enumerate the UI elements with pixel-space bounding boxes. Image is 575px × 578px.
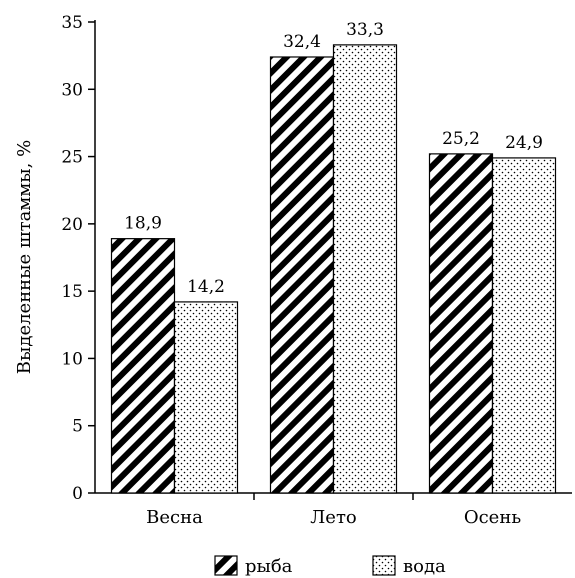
legend-swatch-voda — [372, 555, 396, 576]
value-labels: 18,9 14,2 32,4 33,3 25,2 24,9 — [124, 20, 543, 297]
x-axis: Весна Лето Осень — [95, 492, 572, 528]
y-tick-label: 0 — [72, 484, 83, 504]
x-category-label: Осень — [464, 507, 521, 528]
bars — [110, 44, 557, 494]
bar-ryba — [428, 153, 494, 494]
y-tick-label: 35 — [61, 13, 83, 33]
bar-voda — [332, 44, 398, 494]
legend-label-voda: вода — [403, 556, 446, 577]
y-tick-label: 5 — [72, 417, 83, 437]
bar-value-label: 18,9 — [124, 214, 162, 234]
bar-value-label: 33,3 — [346, 20, 384, 40]
legend-label-ryba: рыба — [245, 556, 293, 577]
bar-value-label: 25,2 — [442, 129, 480, 149]
x-category-label: Лето — [310, 507, 356, 528]
y-tick-label: 15 — [61, 282, 83, 302]
bar-voda — [491, 157, 557, 494]
bar-ryba — [110, 238, 176, 494]
y-axis: 0 5 10 15 20 25 30 35 — [61, 13, 96, 504]
y-tick-label: 25 — [61, 148, 83, 168]
bar-ryba — [269, 56, 335, 494]
legend: рыба вода — [214, 555, 446, 577]
x-category-label: Весна — [146, 507, 203, 528]
y-axis-title: Выделенные штаммы, % — [14, 140, 35, 374]
y-tick-label: 30 — [61, 80, 83, 100]
y-tick-label: 20 — [61, 215, 83, 235]
bar-value-label: 32,4 — [283, 32, 321, 52]
bar-voda — [173, 301, 239, 494]
bar-value-label: 14,2 — [187, 277, 225, 297]
legend-swatch-ryba — [214, 555, 238, 576]
bar-value-label: 24,9 — [505, 133, 543, 153]
y-tick-label: 10 — [61, 349, 83, 369]
